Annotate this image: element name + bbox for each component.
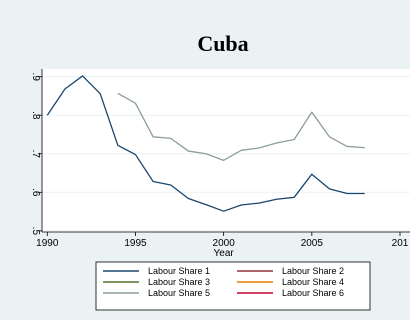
x-tick-label: 1995 — [124, 238, 147, 249]
y-tick-label: .8 — [30, 111, 41, 120]
legend-label: Labour Share 5 — [148, 288, 210, 298]
legend-label: Labour Share 2 — [282, 266, 344, 276]
series-lines — [46, 75, 365, 212]
chart-title: Cuba — [197, 31, 248, 56]
series-line-5 — [117, 92, 365, 161]
y-tick-label: .7 — [30, 150, 41, 159]
x-tick-label: 1990 — [36, 238, 59, 249]
legend-label: Labour Share 1 — [148, 266, 210, 276]
series-line-1 — [46, 75, 365, 212]
legend-label: Labour Share 6 — [282, 288, 344, 298]
legend-label: Labour Share 3 — [148, 277, 210, 287]
axes: .5 .6 .7 .8 .9 1990 1995 2000 2005 201 — [30, 69, 410, 249]
legend-box — [95, 261, 371, 311]
legend-label: Labour Share 4 — [282, 277, 344, 287]
y-tick-label: .9 — [30, 73, 41, 82]
x-tick-label: 2005 — [301, 238, 324, 249]
y-tick-label: .6 — [30, 188, 41, 197]
x-axis-label: Year — [214, 248, 235, 259]
gridlines — [42, 76, 410, 232]
plot-area — [42, 69, 410, 232]
x-tick-label: 201 — [392, 238, 409, 249]
y-tick-label: .5 — [30, 227, 41, 236]
x-tick-label: 2000 — [213, 238, 236, 249]
